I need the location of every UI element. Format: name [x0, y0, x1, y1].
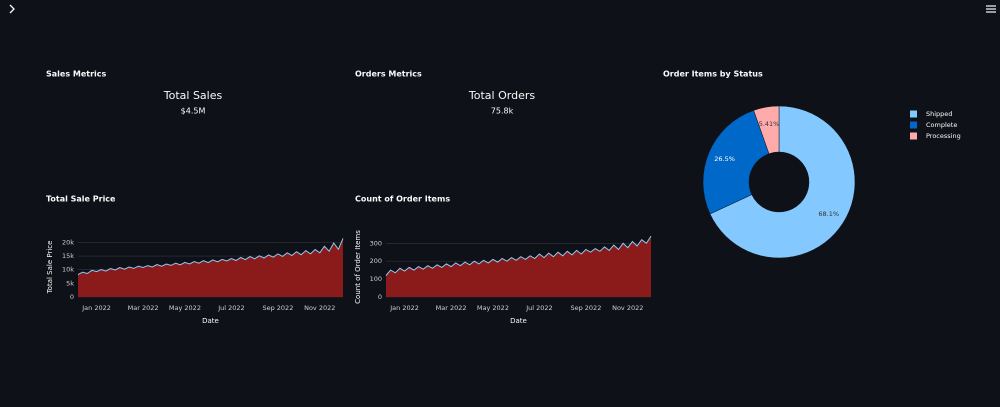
slice-label: 68.1%	[818, 210, 839, 218]
x-tick-label: Mar 2022	[128, 304, 159, 312]
y-tick-label: 0	[378, 293, 382, 301]
section-title: Sales Metrics	[46, 70, 107, 79]
y-tick-label: 300	[370, 239, 382, 247]
slice-label: 26.5%	[714, 155, 735, 163]
pie-slice	[753, 105, 780, 155]
y-tick-label: 200	[370, 257, 382, 265]
chart-title: Count of Order Items	[355, 195, 450, 204]
x-tick-label: Jul 2022	[525, 304, 552, 312]
y-tick-label: 0	[70, 293, 74, 301]
area	[386, 236, 651, 297]
x-tick-label: May 2022	[169, 304, 201, 312]
x-tick-label: Sep 2022	[570, 304, 601, 312]
legend-label: Shipped	[926, 110, 952, 118]
x-axis-title: Date	[510, 317, 527, 325]
x-tick-label: May 2022	[477, 304, 509, 312]
legend-swatch	[910, 132, 917, 140]
chart-title: Order Items by Status	[663, 70, 763, 79]
metric-label: Total Sales	[163, 89, 223, 102]
pie-slice	[702, 110, 770, 215]
y-tick-label: 20k	[62, 238, 74, 246]
legend-label: Complete	[926, 121, 957, 129]
y-tick-label: 15k	[62, 252, 74, 260]
x-tick-label: Jan 2022	[81, 304, 111, 312]
x-tick-label: Jan 2022	[389, 304, 419, 312]
x-tick-label: Mar 2022	[436, 304, 467, 312]
legend-swatch	[910, 110, 917, 118]
pie-slice	[709, 105, 856, 259]
metric-label: Total Orders	[468, 89, 535, 102]
y-axis-title: Total Sale Price	[46, 241, 54, 295]
x-tick-label: Sep 2022	[262, 304, 293, 312]
y-axis-title: Count of Order Items	[354, 230, 362, 304]
slice-label: 5.41%	[759, 120, 780, 128]
x-tick-label: Nov 2022	[612, 304, 643, 312]
y-tick-label: 100	[370, 275, 382, 283]
chart-title: Total Sale Price	[46, 195, 116, 204]
metric-value: 75.8k	[491, 107, 514, 116]
legend-label: Processing	[926, 132, 961, 140]
metric-value: $4.5M	[181, 107, 206, 116]
y-tick-label: 10k	[62, 266, 74, 274]
sidebar-toggle[interactable]	[9, 4, 15, 14]
line	[385, 235, 652, 276]
menu-button[interactable]	[986, 5, 996, 13]
y-tick-label: 5k	[66, 279, 74, 287]
x-axis-title: Date	[202, 317, 219, 325]
section-title: Orders Metrics	[355, 70, 422, 79]
x-tick-label: Nov 2022	[304, 304, 335, 312]
legend-swatch	[910, 121, 917, 129]
area	[78, 238, 343, 297]
x-tick-label: Jul 2022	[217, 304, 244, 312]
line	[77, 238, 344, 276]
